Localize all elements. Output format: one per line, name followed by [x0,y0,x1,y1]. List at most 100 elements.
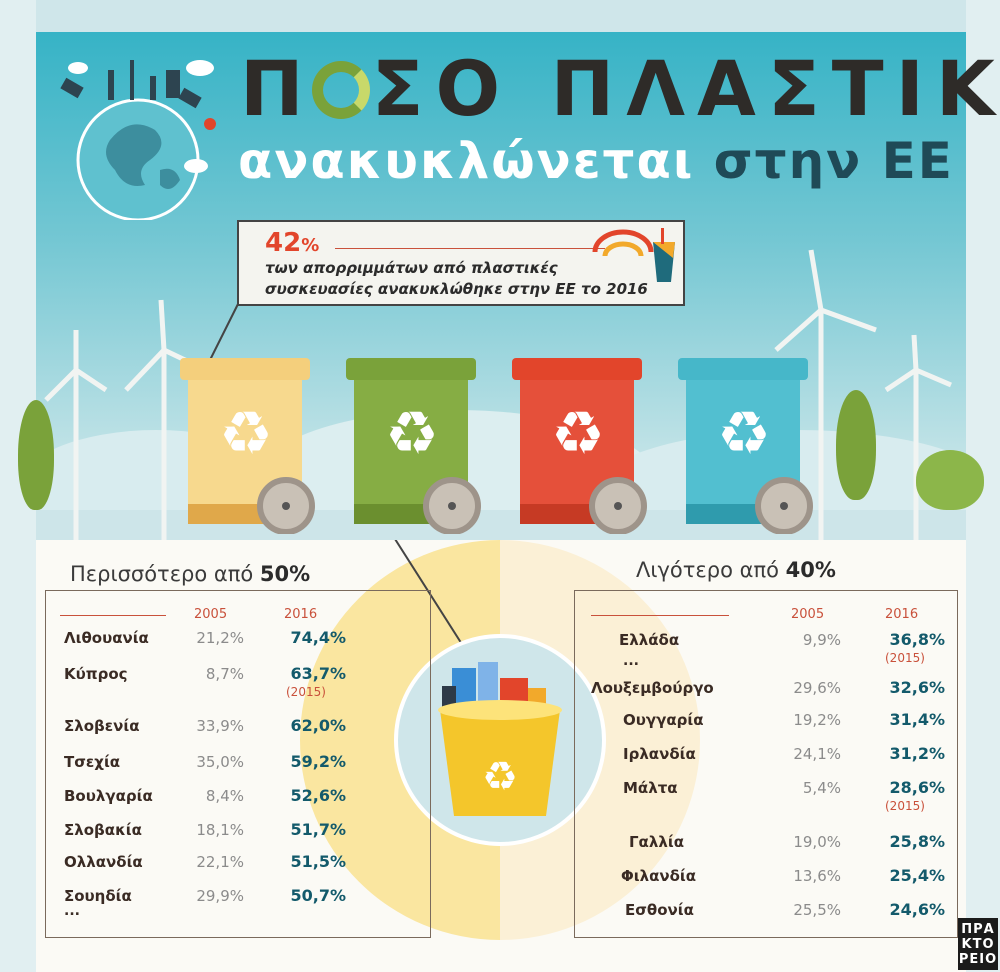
svg-text:♻: ♻ [551,399,605,469]
table-row: Ιρλανδία 24,1% 31,2% [575,743,957,767]
globe-icon [60,60,216,220]
year-2016-label: 2016 [284,607,318,622]
year-2005-label: 2005 [194,607,228,622]
value-2016: 74,4% [290,628,346,647]
table-row: Ουγγαρία 19,2% 31,4% [575,709,957,733]
table-row: Ελλάδα 9,9% 36,8% (2015) [575,629,957,665]
value-2016: 25,4% [889,866,945,885]
table-row: Γαλλία 19,0% 25,8% [575,831,957,855]
table-row: Λιθουανία 21,2% 74,4% [46,627,430,651]
header-divider [591,615,729,616]
value-2005: 8,7% [205,665,244,683]
country-name: Μάλτα [623,779,678,797]
value-2005: 25,5% [793,901,841,919]
page-title-line2: ανακυκλώνεται στην ΕΕ [238,132,954,190]
country-name: Εσθονία [625,901,694,919]
value-2005: 18,1% [196,821,244,839]
red-recycling-bin: ♻ [512,358,647,534]
tree-left [18,400,54,510]
value-2005: 19,0% [793,833,841,851]
svg-text:♻: ♻ [385,399,439,469]
praktoreio-logo: ΠΡΑ ΚΤΟ ΡΕΙΟ [958,918,998,970]
more-than-heading: Περισσότερο από 50% [64,562,317,586]
country-name: Τσεχία [64,753,121,771]
less-than-heading: Λιγότερο από 40% [630,558,842,582]
tree-right-1 [836,390,876,500]
yellow-recycling-bin: ♻ [180,358,315,534]
value-2005: 33,9% [196,717,244,735]
country-name: Ουγγαρία [623,711,704,729]
value-2005: 19,2% [793,711,841,729]
value-2016: 62,0% [290,716,346,735]
value-2005: 24,1% [793,745,841,763]
center-bucket-graphic: ♻ [300,540,700,940]
table-row: Εσθονία 25,5% 24,6% [575,899,957,923]
more-than-50-panel: 2005 2016 Λιθουανία 21,2% 74,4% Κύπρος 8,7% 6… [45,590,431,938]
value-2016: 32,6% [889,678,945,697]
wind-turbines [44,249,952,540]
value-2016: 63,7% [290,664,346,683]
cup-icon [592,228,675,282]
value-2016: 25,8% [889,832,945,851]
year-2005-label: 2005 [791,607,825,622]
callout-text: των απορριμμάτων από πλαστικές συσκευασί… [265,259,648,298]
table-row: Τσεχία 35,0% 59,2% [46,751,430,775]
header-divider [60,615,166,616]
value-2016: 28,6% [889,778,945,797]
value-2016: 51,7% [290,820,346,839]
table-row: Λουξεμβούργο 29,6% 32,6% [575,677,957,701]
table-row: Κύπρος 8,7% 63,7% (2015) [46,663,430,699]
table-row: Σλοβενία 33,9% 62,0% [46,715,430,739]
table-row: Μάλτα 5,4% 28,6% (2015) [575,777,957,813]
country-name: Ολλανδία [64,853,143,871]
svg-text:♻: ♻ [482,754,518,800]
country-name: Λουξεμβούργο [591,679,714,697]
value-2016: 24,6% [889,900,945,919]
callout-divider [335,248,605,249]
value-2005: 8,4% [205,787,244,805]
value-2016: 50,7% [290,886,346,905]
value-2005: 13,6% [793,867,841,885]
table-row: Φιλανδία 13,6% 25,4% [575,865,957,889]
country-name: Λιθουανία [64,629,149,647]
value-2005: 21,2% [196,629,244,647]
country-name: Γαλλία [629,833,684,851]
value-2016: 36,8% [889,630,945,649]
country-name: Σλοβενία [64,717,140,735]
svg-text:♻: ♻ [717,399,771,469]
country-name: Φιλανδία [621,867,697,885]
more-rows-ellipsis: ... [623,653,639,669]
callout-percent: 42% [265,228,320,258]
more-rows-ellipsis: ... [64,903,80,919]
table-row: Σλοβακία 18,1% 51,7% [46,819,430,843]
table-row: Ολλανδία 22,1% 51,5% [46,851,430,875]
value-2016: 52,6% [290,786,346,805]
table-row: Βουλγαρία 8,4% 52,6% [46,785,430,809]
table-row: Σουηδία 29,9% 50,7% [46,885,430,909]
year-2016-label: 2016 [885,607,919,622]
country-name: Ελλάδα [619,631,680,649]
value-2016: 59,2% [290,752,346,771]
value-2005: 29,9% [196,887,244,905]
less-than-40-panel: 2005 2016 Ελλάδα 9,9% 36,8% (2015) Λουξεμβού… [574,590,958,938]
country-name: Σουηδία [64,887,132,905]
year-note: (2015) [286,685,326,699]
year-note: (2015) [885,651,925,665]
green-recycling-bin: ♻ [346,358,481,534]
country-name: Ιρλανδία [623,745,696,763]
page-title-line1: Π ΣΟ ΠΛΑΣΤΙΚ [240,44,1000,133]
blue-recycling-bin: ♻ [678,358,813,534]
value-2005: 5,4% [802,779,841,797]
value-2005: 9,9% [802,631,841,649]
value-2005: 29,6% [793,679,841,697]
value-2005: 22,1% [196,853,244,871]
year-note: (2015) [885,799,925,813]
country-name: Βουλγαρία [64,787,153,805]
value-2016: 51,5% [290,852,346,871]
callout-box: 42% των απορριμμάτων από πλαστικές συσκε… [237,220,685,306]
value-2016: 31,2% [889,744,945,763]
tree-right-2 [916,450,984,510]
value-2016: 31,4% [889,710,945,729]
country-name: Σλοβακία [64,821,142,839]
